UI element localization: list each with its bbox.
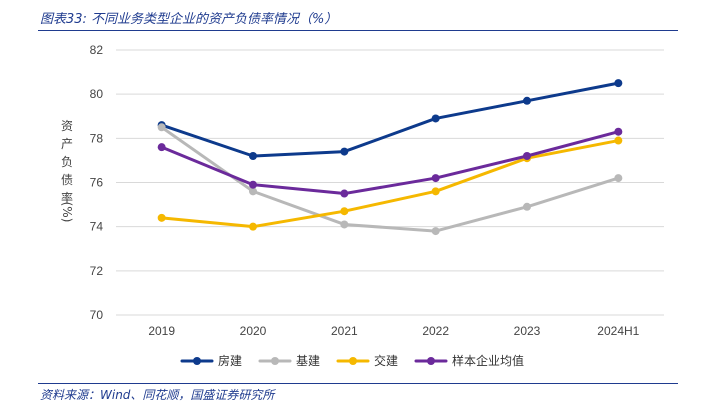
y-axis-label-char: 负	[61, 155, 73, 169]
data-point	[249, 152, 257, 160]
data-point	[614, 174, 623, 183]
legend-label: 样本企业均值	[452, 353, 524, 368]
y-axis-label-char: (%)	[60, 202, 74, 223]
source-note: 资料来源：Wind、同花顺，国盛证券研究所	[40, 388, 275, 402]
legend-label: 基建	[296, 354, 320, 368]
footer-rule	[38, 383, 678, 384]
header-rule	[38, 30, 678, 31]
legend-label: 房建	[218, 353, 242, 368]
data-point	[157, 123, 166, 132]
legend-swatch-marker	[349, 357, 357, 365]
data-point	[340, 147, 349, 156]
y-tick-label: 78	[90, 131, 104, 145]
series-line	[160, 130, 620, 196]
data-point	[340, 189, 349, 198]
data-point	[614, 79, 623, 88]
data-point	[249, 222, 257, 231]
data-point	[431, 227, 440, 236]
y-tick-label: 80	[90, 87, 104, 101]
legend-label: 交建	[374, 353, 398, 368]
legend-swatch-marker	[427, 357, 435, 365]
data-point	[340, 220, 349, 229]
data-point	[523, 96, 531, 105]
y-tick-label: 82	[90, 43, 104, 57]
data-point	[614, 136, 623, 145]
y-tick-label: 74	[90, 220, 104, 234]
x-tick-label: 2023	[514, 324, 541, 338]
data-point	[523, 202, 531, 211]
y-tick-label: 76	[90, 176, 104, 190]
figure-header: 图表33: 不同业务类型企业的资产负债率情况（%）	[0, 0, 702, 30]
series-line	[160, 125, 620, 233]
series-line	[160, 139, 620, 229]
data-point	[523, 152, 531, 160]
y-axis-label-char: 债	[61, 173, 73, 187]
x-axis-ticks: 2019 2020 2021 2022 2023 2024H1	[148, 324, 639, 338]
data-point	[340, 207, 349, 216]
y-axis-label-char: 率	[61, 190, 73, 205]
x-tick-label: 2019	[148, 324, 175, 338]
x-tick-label: 2024H1	[597, 324, 639, 338]
y-axis-label-char: 资	[61, 119, 73, 133]
data-point	[431, 174, 440, 183]
series-lines	[157, 79, 623, 236]
legend: 房建 基建 交建 样本企业均值	[180, 353, 524, 368]
figure-title: 图表33: 不同业务类型企业的资产负债率情况（%）	[40, 12, 338, 27]
data-point	[157, 213, 166, 222]
data-point	[431, 187, 440, 196]
y-tick-label: 72	[90, 264, 104, 278]
series-line	[160, 81, 620, 158]
x-tick-label: 2021	[331, 324, 358, 338]
data-point	[249, 180, 257, 189]
y-axis-label: 资产负债率(%)	[60, 119, 74, 222]
data-point	[249, 187, 257, 196]
y-tick-label: 70	[90, 308, 104, 322]
y-axis-ticks: 70 72 74 76 78 80 82	[90, 43, 104, 322]
x-tick-label: 2022	[422, 324, 449, 338]
x-tick-label: 2020	[240, 324, 267, 338]
data-point	[614, 127, 623, 136]
y-axis-label-char: 产	[61, 137, 73, 151]
data-point	[157, 143, 166, 152]
legend-swatch-marker	[271, 357, 279, 365]
data-point	[431, 114, 440, 123]
legend-swatch-marker	[193, 357, 201, 365]
